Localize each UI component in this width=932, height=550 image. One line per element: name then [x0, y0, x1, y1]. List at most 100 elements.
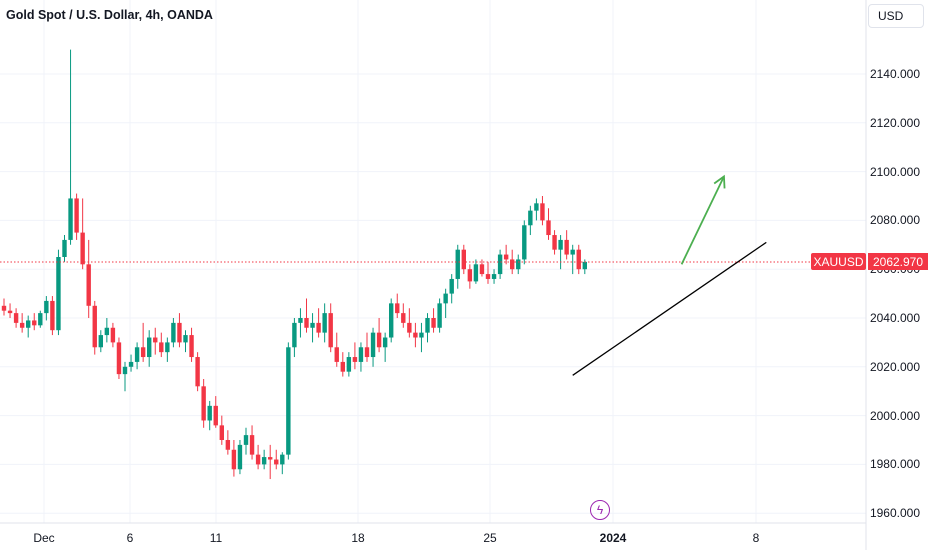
candle [376, 318, 382, 353]
candle-body [116, 342, 122, 375]
candle-body [479, 264, 485, 275]
date-label: 11 [209, 531, 223, 545]
candle-body [298, 318, 303, 323]
candle [389, 298, 394, 343]
candle [268, 444, 273, 480]
candle [128, 354, 134, 372]
candle-body [522, 225, 527, 260]
candle-body [171, 322, 176, 343]
candle-body [407, 322, 412, 333]
candle [86, 239, 91, 318]
candle-body [370, 332, 376, 358]
candle-body [491, 274, 497, 279]
candle [425, 313, 430, 343]
candle [340, 352, 345, 377]
candle-body [328, 313, 333, 348]
candle-body [358, 347, 364, 362]
candle-body [44, 300, 49, 314]
candle-body [497, 254, 503, 275]
candle-body [183, 335, 188, 343]
candle [364, 332, 370, 362]
candle-body [13, 313, 19, 323]
candle [62, 235, 67, 262]
candle [153, 327, 158, 355]
candle [370, 327, 376, 367]
candle [243, 427, 249, 455]
candle-body [292, 322, 297, 348]
candle-body [128, 361, 134, 367]
candle [455, 244, 460, 289]
candle [413, 322, 418, 348]
candle-body [395, 303, 400, 314]
candle [334, 332, 339, 367]
candle [110, 322, 116, 348]
candle-body [582, 261, 587, 270]
candle-body [231, 449, 237, 470]
price-label: 2080.000 [869, 213, 920, 228]
candle [7, 303, 13, 318]
candle [104, 318, 110, 343]
candle [165, 337, 170, 362]
price-label: 2120.000 [869, 115, 920, 130]
candle [437, 298, 442, 333]
candle [159, 332, 164, 358]
candle [497, 249, 503, 279]
candle [316, 308, 321, 338]
date-label: 8 [752, 531, 760, 545]
candle-body [419, 332, 424, 338]
lightning-icon[interactable]: ϟ [590, 500, 610, 520]
candle [134, 342, 140, 370]
candle [286, 342, 291, 460]
candle [225, 430, 231, 455]
candle-body [322, 313, 327, 333]
candle-body [19, 322, 25, 328]
currency-selector-button[interactable]: USD [868, 4, 924, 28]
candle-body [32, 320, 37, 326]
candle-body [110, 327, 116, 343]
candle-body [74, 198, 79, 233]
candle-body [389, 303, 394, 338]
candlestick-series [0, 49, 866, 480]
trendline [572, 241, 767, 376]
date-label: 2024 [599, 531, 627, 545]
candle [44, 296, 49, 321]
candle-body [177, 322, 182, 343]
candle-body [376, 332, 382, 348]
candle-body [449, 278, 454, 294]
candle [231, 440, 237, 477]
candle [546, 208, 551, 240]
candle-body [219, 425, 224, 440]
candle-body [237, 444, 243, 470]
candle-body [201, 386, 206, 421]
candle [322, 303, 327, 343]
date-label: 18 [351, 531, 365, 545]
candle [570, 244, 575, 275]
candle [473, 259, 479, 284]
candle-body [304, 318, 309, 328]
candle [328, 303, 333, 353]
candle-body [310, 322, 315, 328]
candle [401, 303, 406, 328]
candle-body [86, 264, 91, 306]
candle [352, 342, 358, 370]
price-label: 2040.000 [869, 311, 920, 325]
candle [116, 337, 122, 379]
candle-body [340, 361, 345, 372]
candle [576, 244, 581, 275]
candle-body [576, 249, 581, 270]
candle-body [122, 366, 128, 375]
candle [147, 330, 152, 367]
candle-body [334, 347, 339, 362]
candle-body [455, 249, 460, 279]
symbol-price-badge: XAUUSD [811, 253, 866, 270]
candle [183, 330, 188, 353]
candle [249, 425, 255, 460]
candle [177, 313, 182, 348]
candle [122, 361, 128, 392]
forecast-arrow-head [713, 174, 726, 189]
candle-body [56, 257, 61, 331]
candle [98, 330, 103, 353]
candle-body [104, 327, 110, 336]
candle [195, 352, 200, 392]
